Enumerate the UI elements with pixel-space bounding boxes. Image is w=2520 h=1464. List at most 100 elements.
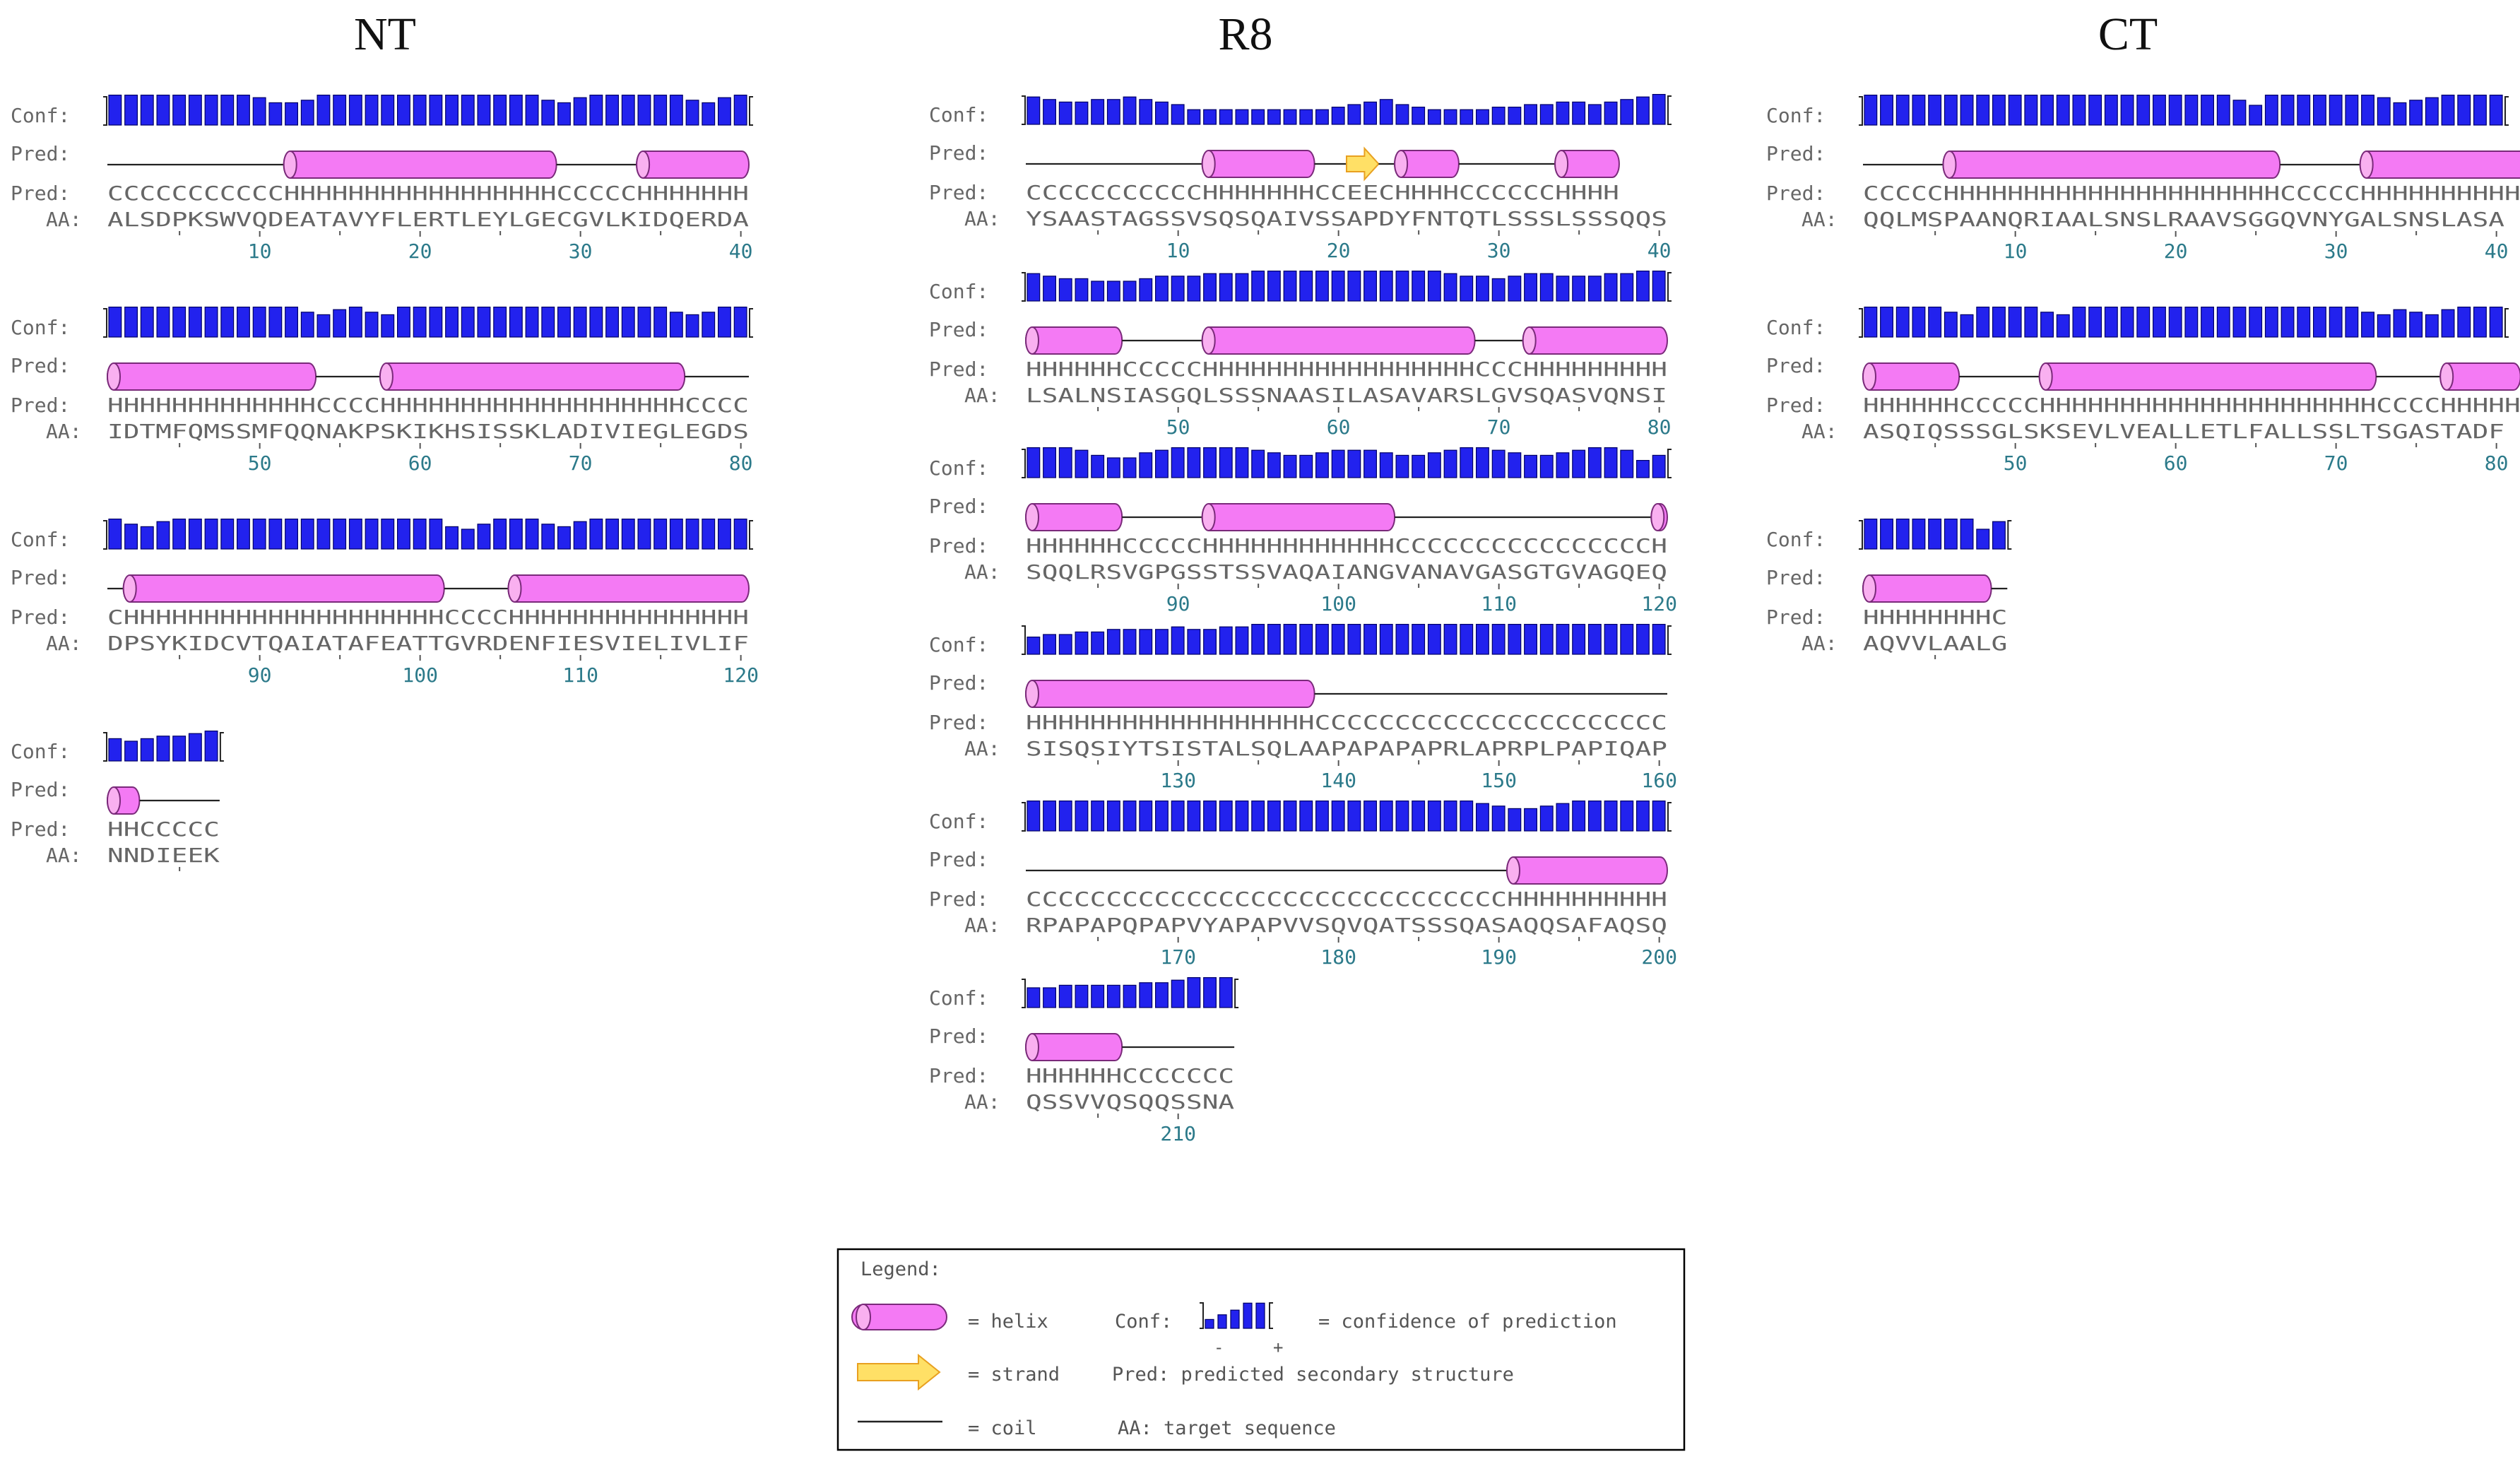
pred-sequence-label: Pred: [11, 182, 70, 205]
confidence-bar [493, 518, 507, 550]
pred-sequence-label: Pred: [929, 534, 988, 557]
panel-title: NT [354, 8, 416, 60]
prediction-block: Conf: Pred: Pred: AA: CCCCCCCCCCCCCCCCCCCCCC… [929, 800, 1677, 969]
pred-label: Pred: [929, 1025, 988, 1048]
confidence-bar [461, 95, 475, 126]
confidence-bar [1283, 800, 1297, 832]
confidence-bar [220, 95, 235, 126]
confidence-bar [1075, 800, 1089, 832]
confidence-bar [621, 95, 635, 126]
confidence-bar [1154, 800, 1169, 832]
confidence-bar [1508, 623, 1522, 655]
confidence-bar [1235, 626, 1249, 655]
confidence-bar [285, 518, 299, 550]
confidence-bar [1187, 976, 1201, 1008]
confidence-bar [381, 314, 395, 338]
ss-sequence: CCCCCCCCCCCHHHHHHHCCEECHHHHCCCCCCHHHH [1026, 181, 1619, 204]
confidence-bar [2361, 95, 2374, 126]
confidence-bar [1154, 276, 1169, 302]
confidence-bar [1928, 518, 1942, 550]
confidence-bar [1235, 109, 1249, 125]
pred-label: Pred: [929, 671, 988, 695]
confidence-bar [268, 102, 283, 126]
helix-cylinder [1025, 503, 1123, 531]
confidence-bar [2201, 307, 2214, 338]
confidence-bar [1299, 109, 1313, 125]
confidence-bar [2489, 95, 2503, 126]
confidence-bar [1091, 99, 1105, 125]
confidence-bar [108, 738, 122, 762]
prediction-cartoon [1863, 150, 2520, 179]
confidence-bar [1556, 101, 1570, 125]
confidence-bar [1524, 808, 1537, 832]
confidence-bar [1283, 454, 1297, 478]
pred-sequence-label: Pred: [929, 887, 988, 911]
confidence-bar [685, 100, 699, 126]
confidence-bar [1992, 307, 2006, 338]
tick-label: 50 [248, 451, 272, 475]
confidence-bar [1944, 312, 1958, 338]
legend-pred-description: Pred: predicted secondary structure [1112, 1364, 1514, 1386]
confidence-bar [1587, 623, 1602, 655]
confidence-bar [1331, 449, 1345, 478]
confidence-bar [1043, 634, 1056, 655]
prediction-cartoon [1862, 362, 2520, 391]
tick-label: 30 [569, 240, 593, 263]
confidence-bar [1058, 984, 1072, 1008]
prediction-cartoon [107, 362, 749, 391]
confidence-bar [669, 95, 683, 126]
confidence-bar [1043, 987, 1056, 1008]
confidence-bar [1460, 800, 1474, 832]
confidence-bar [1315, 271, 1329, 302]
confidence-bar [1524, 273, 1537, 302]
pred-label: Pred: [1766, 354, 1826, 377]
prediction-block: Conf: Pred: Pred: AA: CCCCCHHHHHHHHHHHHHHHHH… [1766, 95, 2520, 263]
confidence-bar [429, 95, 443, 126]
confidence-bar [2281, 307, 2295, 338]
conf-label: Conf: [1766, 528, 1826, 551]
tick-label: 100 [1320, 592, 1356, 615]
confidence-bar [204, 307, 218, 338]
confidence-bar [396, 95, 410, 126]
confidence-bar [1652, 94, 1666, 125]
tick-label: 60 [1327, 415, 1351, 439]
tick-label: 10 [248, 240, 272, 263]
prediction-cartoon [107, 150, 750, 179]
confidence-bar [1203, 629, 1217, 655]
confidence-bar [1267, 623, 1281, 655]
aa-sequence: QQLMSPAANQRIAALSNSLRAAVSGGQVNYGALSNSLASA [1863, 208, 2504, 231]
confidence-bar [204, 95, 218, 126]
confidence-bar [573, 307, 587, 338]
confidence-bar [1944, 518, 1958, 550]
ss-sequence: HHHHHHHHC [1863, 606, 2007, 629]
conf-label: Conf: [929, 986, 988, 1010]
aa-sequence: ASQIQSSSGLSKSEVLVEALLETLFALLSSLTSGASTADF [1863, 420, 2504, 443]
confidence-bar [541, 524, 555, 550]
confidence-bar [1556, 452, 1570, 478]
pred-sequence-label: Pred: [1766, 606, 1826, 629]
pred-sequence-label: Pred: [11, 606, 70, 629]
aa-sequence: SISQSIYTSISTALSQLAAPAPAPAPRLAPRPLPAPIQAP [1026, 737, 1667, 760]
helix-cylinder [2038, 362, 2377, 391]
confidence-bar [1620, 623, 1634, 655]
confidence-bar [1027, 800, 1041, 832]
ss-sequence: CCCCCCCCCCCCCCCCCCCCCCCCCCCCCCHHHHHHHHHH [1026, 887, 1667, 911]
confidence-bar [1539, 623, 1554, 655]
confidence-bar [2216, 307, 2230, 338]
confidence-bar [1106, 629, 1120, 655]
conf-label: Conf: [1766, 104, 1826, 127]
confidence-bar [1299, 623, 1313, 655]
pred-label: Pred: [11, 566, 70, 589]
confidence-bar [1443, 449, 1457, 478]
confidence-bar [140, 738, 154, 762]
legend-conf-label: Conf: [1115, 1311, 1172, 1333]
confidence-bar [2473, 307, 2487, 338]
aa-label: AA: [964, 737, 1000, 760]
confidence-bar [2104, 95, 2118, 126]
confidence-bar [525, 518, 539, 550]
confidence-bar [429, 518, 443, 550]
confidence-bar [1058, 278, 1072, 302]
ss-sequence: CHHHHHHHHHHHHHHHHHHHHCCCCHHHHHHHHHHHHHHH [107, 606, 749, 629]
helix-cylinder [1025, 680, 1315, 708]
confidence-bar [1251, 449, 1265, 478]
